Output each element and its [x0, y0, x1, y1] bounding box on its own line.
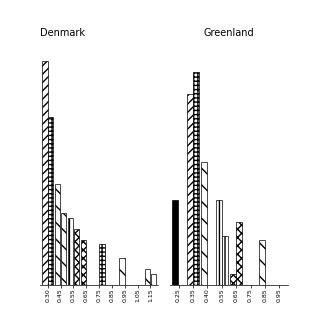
- Bar: [55, 184, 60, 285]
- Bar: [145, 269, 150, 285]
- Bar: [74, 229, 79, 285]
- Bar: [150, 274, 156, 285]
- Bar: [61, 213, 66, 285]
- Bar: [172, 200, 179, 285]
- Text: Denmark: Denmark: [40, 28, 85, 38]
- Bar: [201, 162, 207, 285]
- Bar: [48, 117, 53, 285]
- Bar: [68, 218, 73, 285]
- Bar: [193, 72, 199, 285]
- Bar: [259, 240, 265, 285]
- Bar: [187, 94, 193, 285]
- Bar: [99, 244, 105, 285]
- Bar: [230, 274, 236, 285]
- Bar: [222, 236, 228, 285]
- Title: Greenland: Greenland: [204, 28, 254, 38]
- Bar: [216, 200, 222, 285]
- Bar: [236, 222, 242, 285]
- Bar: [81, 240, 86, 285]
- Bar: [119, 258, 124, 285]
- Bar: [42, 61, 48, 285]
